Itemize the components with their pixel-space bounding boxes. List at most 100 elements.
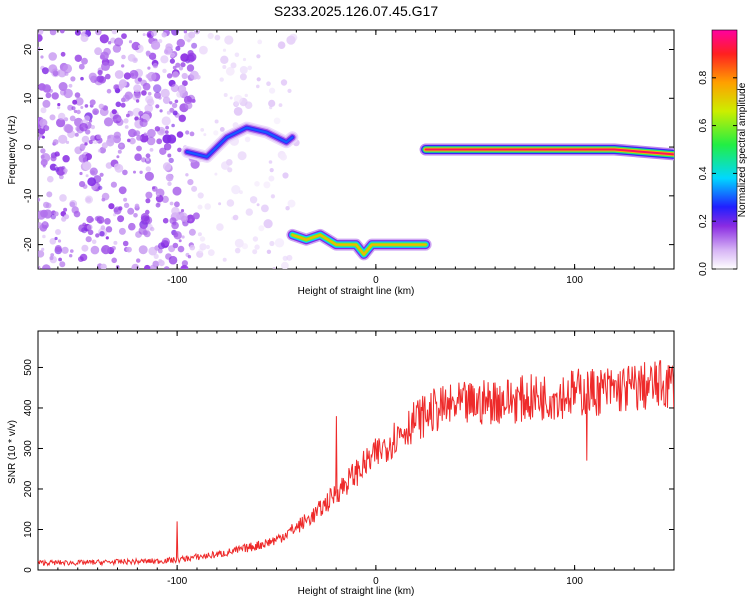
noise-blob — [145, 198, 151, 204]
noise-blob — [216, 223, 224, 231]
noise-blob — [142, 33, 146, 37]
noise-blob — [74, 54, 83, 62]
noise-blob — [249, 196, 258, 204]
noise-blob — [70, 76, 76, 82]
noise-blob — [135, 99, 140, 103]
noise-blob — [189, 244, 196, 251]
snr-axes: -100 0 100 0 100 200 300 400 500 — [23, 331, 675, 587]
noise-blob — [46, 191, 53, 198]
noise-blob — [225, 66, 235, 76]
noise-blob — [269, 168, 274, 173]
noise-blob — [244, 101, 253, 109]
noise-blob — [172, 71, 179, 78]
noise-blob — [139, 118, 148, 128]
noise-blob — [241, 100, 245, 105]
noise-blob — [38, 222, 43, 229]
noise-blob — [101, 197, 106, 202]
noise-blob — [118, 206, 123, 211]
noise-blob — [112, 213, 117, 217]
noise-blob — [82, 161, 92, 171]
noise-blob — [120, 102, 126, 108]
noise-blob — [196, 75, 201, 80]
colorbar-ticks: 0.0 0.2 0.4 0.6 0.8 — [698, 70, 737, 276]
noise-blob — [158, 39, 163, 44]
noise-blob — [47, 175, 54, 183]
noise-blob — [42, 221, 48, 226]
noise-blob — [287, 199, 296, 208]
noise-blob — [153, 253, 159, 259]
noise-blob — [121, 64, 125, 68]
noise-blob — [112, 44, 122, 53]
noise-blob — [111, 257, 117, 264]
colorbar-gradient — [711, 29, 738, 270]
noise-blob — [160, 55, 169, 64]
noise-blob — [108, 203, 115, 210]
noise-blob — [53, 211, 59, 217]
noise-blob — [141, 157, 147, 163]
y-tick-label: 200 — [23, 480, 34, 497]
noise-blob — [269, 240, 275, 247]
noise-blob — [285, 206, 290, 211]
noise-blob — [50, 155, 57, 162]
noise-blob — [137, 77, 143, 82]
noise-blob — [155, 202, 161, 208]
noise-blob — [81, 227, 88, 234]
noise-blob — [232, 214, 239, 221]
noise-blob — [168, 157, 174, 164]
noise-blob — [38, 250, 45, 258]
noise-blob — [103, 117, 114, 127]
noise-blob — [122, 240, 129, 247]
noise-blob — [167, 153, 172, 158]
noise-blob — [123, 197, 128, 202]
noise-blob — [223, 93, 228, 97]
noise-blob — [174, 99, 179, 104]
noise-blob — [157, 248, 163, 254]
noise-blob — [150, 226, 155, 232]
noise-blob — [49, 114, 56, 121]
noise-blob — [101, 142, 108, 149]
noise-blob — [180, 62, 186, 68]
noise-blob — [41, 67, 49, 75]
noise-blob — [121, 54, 126, 60]
noise-blob — [234, 94, 243, 104]
noise-blob — [128, 222, 136, 231]
noise-blob — [162, 162, 172, 171]
noise-blob — [38, 34, 43, 42]
noise-blob — [160, 88, 170, 98]
noise-blob — [78, 63, 85, 70]
noise-blob — [172, 242, 179, 249]
noise-blob — [282, 172, 289, 179]
noise-blob — [222, 65, 227, 69]
noise-blob — [286, 35, 296, 45]
noise-blob — [60, 30, 65, 34]
noise-blob — [187, 179, 194, 186]
spectrogram-marks — [38, 30, 674, 269]
noise-blob — [166, 73, 173, 79]
noise-blob — [152, 62, 158, 69]
noise-blob — [63, 88, 73, 99]
noise-blob — [90, 125, 95, 130]
noise-blob — [177, 84, 187, 94]
noise-blob — [188, 228, 196, 236]
noise-blob — [58, 112, 66, 121]
noise-blob — [73, 109, 78, 114]
noise-blob — [167, 181, 172, 186]
noise-blob — [145, 95, 154, 104]
noise-blob — [167, 174, 173, 179]
noise-blob — [269, 87, 276, 94]
noise-blob — [57, 68, 67, 78]
noise-blob — [178, 114, 186, 122]
noise-blob — [97, 69, 103, 76]
noise-blob — [49, 238, 57, 245]
noise-blob — [145, 191, 153, 199]
noise-blob — [79, 143, 86, 150]
noise-blob — [69, 115, 76, 122]
noise-blob — [203, 133, 207, 137]
noise-blob — [69, 201, 76, 208]
noise-blob — [133, 170, 136, 174]
noise-blob — [134, 130, 141, 137]
noise-blob — [234, 52, 240, 58]
noise-blob — [133, 84, 142, 93]
noise-blob — [97, 149, 102, 153]
